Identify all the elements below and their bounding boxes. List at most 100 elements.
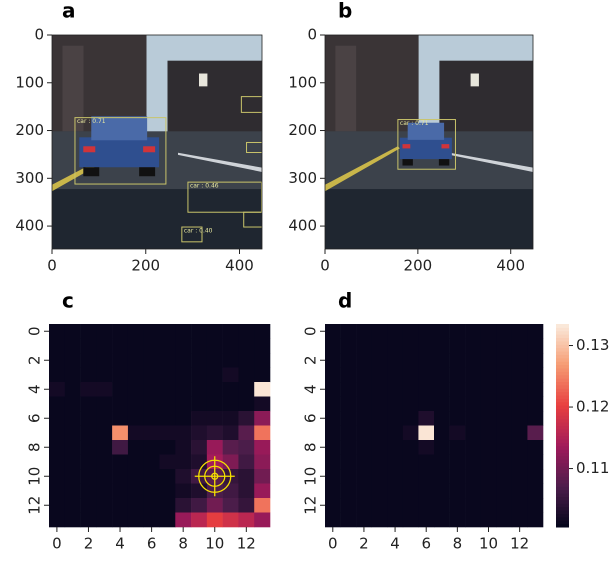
heat-cell [434,397,450,412]
colorbar-swatch [556,327,569,331]
heat-cell [81,382,97,397]
heat-cell [175,455,191,470]
heat-cell [418,353,434,368]
heat-cell [207,440,223,455]
heat-cell [223,324,239,339]
colorbar-swatch [556,473,569,477]
y-tick-label: 4 [302,384,320,394]
heat-cell [527,353,543,368]
y-tick-label: 300 [288,169,317,187]
y-tick-label: 6 [302,413,320,423]
x-tick-label: 0 [52,535,62,553]
heat-cell [175,382,191,397]
heat-cell [481,397,497,412]
heat-cell [112,440,128,455]
heat-cell [325,382,341,397]
heat-cell [65,455,81,470]
heat-cell [49,382,65,397]
heat-cell [465,411,481,426]
heat-cell [238,455,254,470]
heat-cell [527,426,543,441]
y-tick-label: 200 [15,121,44,139]
heat-cell [341,397,357,412]
heat-cell [49,353,65,368]
heat-cell [144,469,160,484]
heat-cell [81,513,97,528]
heat-cell [465,324,481,339]
colorbar-swatch [556,409,569,413]
colorbar-swatch [556,520,569,524]
panel-label: b [338,0,352,23]
heat-cell [341,411,357,426]
heat-cell [496,513,512,528]
x-tick-label: 0 [328,535,338,553]
heat-cell [356,411,372,426]
heat-cell [341,484,357,499]
heat-cell [418,368,434,383]
y-tick-label: 100 [288,73,317,91]
heat-cell [481,484,497,499]
heat-cell [96,382,112,397]
heat-cell [387,382,403,397]
colorbar-swatch [556,507,569,511]
heat-cell [160,484,176,499]
heat-cell [254,426,270,441]
panel-label: a [62,0,76,23]
heat-cell [175,513,191,528]
heat-cell [238,498,254,513]
heat-cell [465,426,481,441]
heat-cell [65,368,81,383]
heat-cell [254,324,270,339]
heat-cell [341,382,357,397]
heat-cell [238,368,254,383]
detection-label: car : 0.40 [184,228,213,235]
car-light [402,144,410,148]
heat-cell [49,368,65,383]
colorbar-swatch [556,436,569,440]
heat-cell [527,368,543,383]
heat-cell [527,469,543,484]
heat-cell [325,397,341,412]
x-tick-label: 6 [421,535,431,553]
heat-cell [341,353,357,368]
heat-cell [434,440,450,455]
y-tick-label: 0 [26,326,44,336]
y-tick-label: 0 [34,26,44,44]
heat-cell [496,469,512,484]
heat-cell [450,469,466,484]
colorbar-swatch [556,348,569,352]
heat-cell [325,498,341,513]
heat-cell [450,353,466,368]
scene-shape [471,74,479,87]
heat-cell [175,411,191,426]
heat-cell [81,397,97,412]
heat-cell [403,324,419,339]
heat-cell [481,440,497,455]
heat-cell [356,339,372,354]
colorbar-swatch [556,361,569,365]
heat-cell [238,339,254,354]
colorbar-swatch [556,382,569,386]
heat-cell [481,382,497,397]
heat-cell [238,411,254,426]
heat-cell [65,339,81,354]
heat-cell [191,368,207,383]
heat-cell [387,411,403,426]
heat-cell [387,513,403,528]
colorbar-swatch [556,388,569,392]
heat-cell [160,469,176,484]
heat-cell [96,455,112,470]
colorbar-swatch [556,426,569,430]
y-tick-label: 400 [15,217,44,235]
heat-cell [128,455,144,470]
x-tick-label: 4 [390,535,400,553]
heat-cell [160,498,176,513]
heat-cell [403,353,419,368]
heat-cell [144,455,160,470]
heat-cell [372,484,388,499]
heat-cell [223,440,239,455]
heat-cell [325,324,341,339]
colorbar-swatch [556,497,569,501]
y-tick-label: 400 [288,217,317,235]
heat-cell [254,368,270,383]
